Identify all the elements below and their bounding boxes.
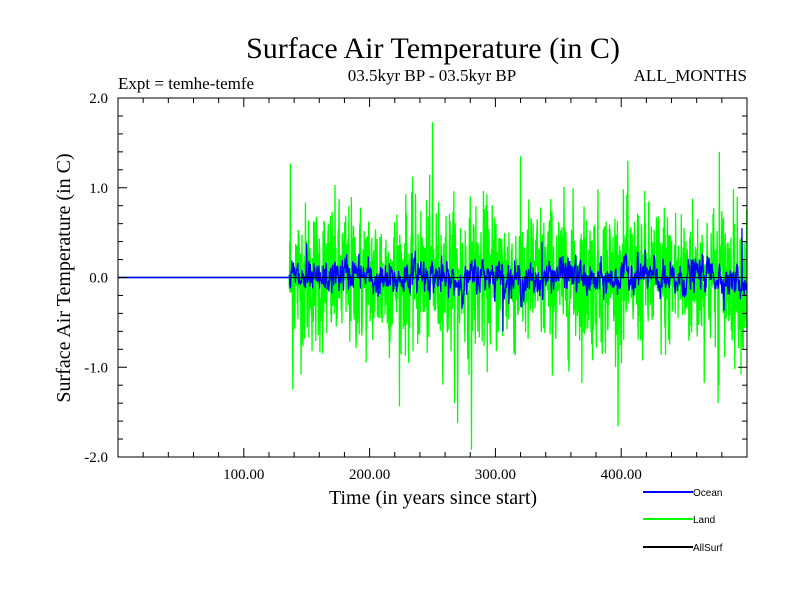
- plot-area: [118, 122, 747, 450]
- x-tick-label: 400.00: [601, 467, 642, 483]
- subtitle-left: Expt = temhe-temfe: [118, 74, 254, 93]
- legend-label-ocean: Ocean: [693, 488, 722, 499]
- x-tick-labels: 100.00 200.00 300.00 400.00: [223, 467, 642, 483]
- y-tick-label: 1.0: [89, 181, 108, 197]
- legend-label-allsurf: AllSurf: [693, 543, 723, 554]
- x-tick-label: 100.00: [223, 467, 264, 483]
- x-tick-label: 300.00: [475, 467, 516, 483]
- x-tick-label: 200.00: [349, 467, 390, 483]
- chart-title: Surface Air Temperature (in C): [246, 32, 620, 65]
- y-tick-label: 0.0: [89, 271, 108, 287]
- legend-label-land: Land: [693, 515, 715, 526]
- y-axis-label: Surface Air Temperature (in C): [53, 153, 75, 402]
- subtitle-center: 03.5kyr BP - 03.5kyr BP: [348, 66, 516, 85]
- axis-ticks: [118, 98, 747, 457]
- x-axis-label: Time (in years since start): [329, 487, 537, 509]
- subtitle-right: ALL_MONTHS: [634, 66, 747, 85]
- series-line-land: [118, 122, 747, 450]
- legend: Ocean Land AllSurf: [643, 488, 723, 554]
- y-tick-label: -2.0: [84, 450, 108, 466]
- y-tick-labels: -2.0 -1.0 0.0 1.0 2.0: [84, 91, 108, 466]
- y-tick-label: -1.0: [84, 360, 108, 376]
- y-tick-label: 2.0: [89, 91, 108, 107]
